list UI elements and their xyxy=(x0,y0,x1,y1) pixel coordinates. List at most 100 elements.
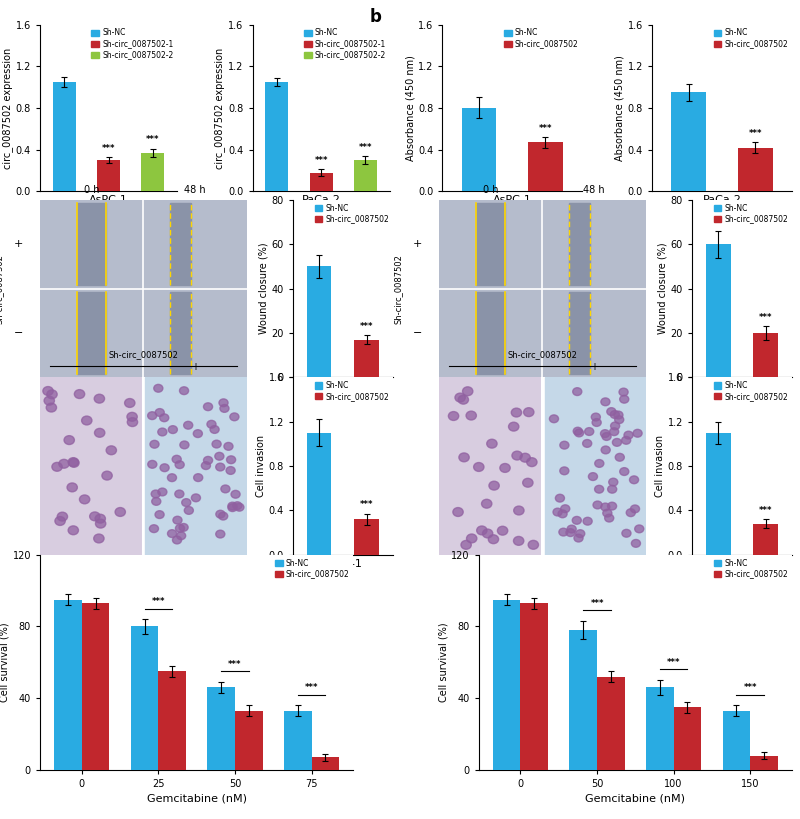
Circle shape xyxy=(631,540,641,547)
Circle shape xyxy=(560,441,569,449)
Circle shape xyxy=(184,506,194,514)
Text: −: − xyxy=(88,362,96,372)
Circle shape xyxy=(588,473,598,481)
Bar xyxy=(706,244,730,378)
Circle shape xyxy=(127,412,138,421)
Circle shape xyxy=(583,518,592,525)
Circle shape xyxy=(177,532,186,540)
Circle shape xyxy=(182,499,191,506)
Y-axis label: Wound closure (%): Wound closure (%) xyxy=(258,242,269,334)
Bar xyxy=(439,378,540,554)
Legend: Sh-NC, Sh-circ_0087502: Sh-NC, Sh-circ_0087502 xyxy=(504,29,578,48)
Circle shape xyxy=(592,419,602,427)
Circle shape xyxy=(68,526,78,535)
Circle shape xyxy=(219,399,228,407)
Circle shape xyxy=(486,439,497,448)
Circle shape xyxy=(550,415,558,423)
Circle shape xyxy=(210,426,219,433)
Circle shape xyxy=(95,514,106,523)
Circle shape xyxy=(576,530,585,537)
Bar xyxy=(738,147,773,192)
Circle shape xyxy=(233,502,242,509)
Circle shape xyxy=(455,393,466,402)
Circle shape xyxy=(127,418,138,427)
Circle shape xyxy=(212,440,221,448)
Legend: Sh-NC, Sh-circ_0087502: Sh-NC, Sh-circ_0087502 xyxy=(314,204,389,224)
Circle shape xyxy=(482,500,492,508)
Circle shape xyxy=(180,441,189,449)
X-axis label: Gemcitabine (nM): Gemcitabine (nM) xyxy=(146,793,246,803)
Circle shape xyxy=(594,459,604,468)
Circle shape xyxy=(226,467,235,474)
Text: ***: *** xyxy=(305,683,318,692)
Text: ***: *** xyxy=(146,135,159,144)
Circle shape xyxy=(626,509,635,517)
Circle shape xyxy=(585,428,594,436)
Circle shape xyxy=(526,458,537,467)
Bar xyxy=(97,160,120,192)
Circle shape xyxy=(462,387,473,396)
Circle shape xyxy=(55,517,66,526)
Circle shape xyxy=(522,478,533,487)
Circle shape xyxy=(523,408,534,417)
Circle shape xyxy=(68,458,78,467)
Bar xyxy=(207,687,235,770)
Bar xyxy=(476,203,506,285)
Circle shape xyxy=(148,412,157,419)
Text: +: + xyxy=(413,239,422,249)
Circle shape xyxy=(191,494,201,502)
Circle shape xyxy=(466,411,476,420)
Circle shape xyxy=(594,486,604,493)
Text: ***: *** xyxy=(759,313,773,322)
Circle shape xyxy=(69,459,79,468)
Circle shape xyxy=(175,524,185,532)
X-axis label: PaCa-2: PaCa-2 xyxy=(722,559,762,569)
X-axis label: Gemcitabine (nM): Gemcitabine (nM) xyxy=(586,793,686,803)
Circle shape xyxy=(620,396,629,403)
Circle shape xyxy=(624,431,633,439)
Circle shape xyxy=(220,405,229,412)
Legend: Sh-NC, Sh-circ_0087502-1, Sh-circ_0087502-2: Sh-NC, Sh-circ_0087502-1, Sh-circ_008750… xyxy=(304,29,386,59)
Text: −: − xyxy=(486,362,494,372)
Circle shape xyxy=(574,429,584,437)
Circle shape xyxy=(150,525,158,532)
Circle shape xyxy=(173,536,182,544)
Circle shape xyxy=(167,530,177,537)
Circle shape xyxy=(74,390,85,399)
Bar xyxy=(706,432,730,554)
X-axis label: PaCa-2: PaCa-2 xyxy=(523,559,562,569)
Text: ***: *** xyxy=(538,124,552,133)
Circle shape xyxy=(582,440,592,447)
Circle shape xyxy=(115,508,126,517)
Circle shape xyxy=(228,504,237,512)
Legend: Sh-NC, Sh-circ_0087502: Sh-NC, Sh-circ_0087502 xyxy=(275,559,350,578)
Circle shape xyxy=(151,490,160,498)
Circle shape xyxy=(511,408,522,417)
Circle shape xyxy=(154,384,163,392)
Bar xyxy=(597,676,625,770)
Bar xyxy=(671,93,706,192)
Bar xyxy=(310,173,333,192)
Circle shape xyxy=(607,502,617,510)
Bar xyxy=(40,378,142,554)
Circle shape xyxy=(489,482,499,490)
Circle shape xyxy=(610,410,619,419)
Circle shape xyxy=(94,394,105,403)
Circle shape xyxy=(574,428,582,435)
Bar xyxy=(570,292,590,373)
Circle shape xyxy=(514,506,524,515)
Text: ***: *** xyxy=(667,658,680,667)
Circle shape xyxy=(43,387,54,396)
Circle shape xyxy=(514,536,524,545)
Text: ***: *** xyxy=(102,143,115,152)
Circle shape xyxy=(561,505,570,513)
Circle shape xyxy=(215,452,224,460)
Circle shape xyxy=(601,398,610,405)
Text: ***: *** xyxy=(314,156,328,165)
Circle shape xyxy=(95,519,106,528)
Circle shape xyxy=(203,456,213,464)
Circle shape xyxy=(488,535,498,544)
Text: Sh-circ_0087502: Sh-circ_0087502 xyxy=(393,254,402,324)
X-axis label: PaCa-2: PaCa-2 xyxy=(523,382,562,391)
Circle shape xyxy=(477,526,487,535)
